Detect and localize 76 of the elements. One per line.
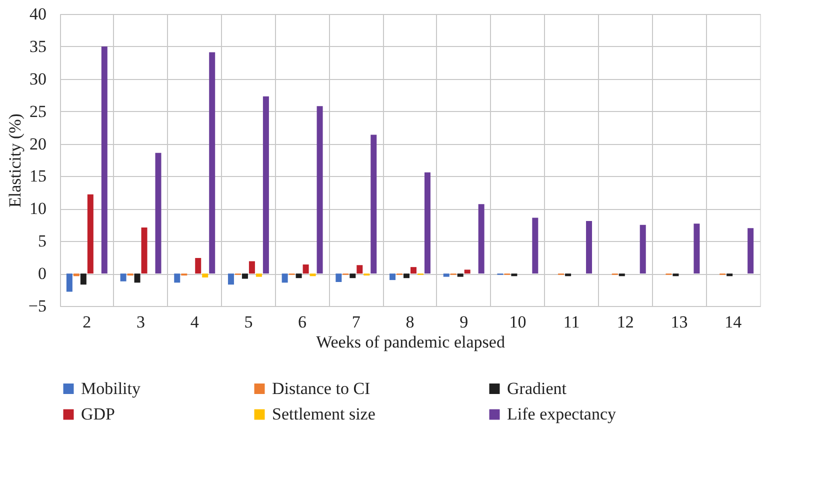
legend-label: Settlement size xyxy=(272,404,376,424)
legend-label: Mobility xyxy=(81,378,142,398)
y-tick-label: 30 xyxy=(30,69,46,88)
x-tick-label: 2 xyxy=(82,312,92,332)
bar xyxy=(532,218,538,274)
bar xyxy=(565,274,572,276)
bar xyxy=(282,274,288,283)
x-tick-label: 3 xyxy=(136,312,146,332)
bar xyxy=(155,152,162,274)
bar xyxy=(316,106,323,274)
bar xyxy=(726,274,733,276)
x-tick-label: 11 xyxy=(563,312,580,332)
bar xyxy=(618,274,625,276)
bar xyxy=(694,224,700,274)
legend-label: Distance to CI xyxy=(272,378,371,398)
y-tick-label: 5 xyxy=(38,232,46,251)
bar xyxy=(457,274,464,277)
x-tick-label: 7 xyxy=(352,312,361,332)
bar xyxy=(202,274,208,278)
x-tick-label: 12 xyxy=(616,312,634,332)
y-tick-label: 40 xyxy=(30,4,46,24)
y-tick-label: 25 xyxy=(30,102,46,121)
x-tick-label: 8 xyxy=(406,312,414,332)
bar xyxy=(302,264,309,274)
bar xyxy=(370,134,377,274)
bar xyxy=(256,274,262,277)
x-axis-title: Weeks of pandemic elapsed xyxy=(316,332,506,352)
bar xyxy=(478,204,484,274)
x-tick-label: 9 xyxy=(460,312,468,332)
bar xyxy=(511,274,518,276)
bar xyxy=(404,274,410,278)
bar xyxy=(296,274,302,278)
y-tick-label: 20 xyxy=(30,134,46,154)
bar xyxy=(242,274,248,279)
bar xyxy=(120,274,126,282)
y-tick-label: −5 xyxy=(28,296,46,316)
bar xyxy=(748,228,754,274)
x-tick-label: 10 xyxy=(509,312,526,332)
bar xyxy=(87,194,94,274)
bar xyxy=(443,274,450,277)
bar xyxy=(73,274,80,276)
bar xyxy=(209,52,216,274)
bar xyxy=(248,261,255,274)
bar xyxy=(464,270,470,274)
bar xyxy=(672,274,679,276)
y-tick-label: 15 xyxy=(30,166,46,186)
legend-label: Life expectancy xyxy=(507,404,617,424)
bar xyxy=(640,224,646,274)
bar xyxy=(350,274,356,278)
bar xyxy=(310,274,316,276)
bar xyxy=(141,227,148,274)
bar xyxy=(174,274,180,283)
bar xyxy=(101,46,108,274)
bar xyxy=(586,220,592,274)
y-axis-title: Elasticity (%) xyxy=(5,114,24,208)
x-tick-label: 5 xyxy=(244,312,253,332)
x-tick-label: 13 xyxy=(670,312,688,332)
y-tick-label: 0 xyxy=(38,264,46,284)
bar xyxy=(134,274,140,283)
bar xyxy=(195,258,202,274)
legend-label: GDP xyxy=(81,404,116,424)
bar xyxy=(262,96,269,274)
x-tick-label: 6 xyxy=(298,312,307,332)
bar xyxy=(80,274,86,285)
bar xyxy=(390,274,396,280)
bar xyxy=(356,265,363,274)
bar xyxy=(424,172,430,274)
bar xyxy=(66,274,72,292)
bar xyxy=(336,274,342,282)
legend-label: Gradient xyxy=(507,378,567,398)
y-tick-label: 35 xyxy=(30,36,46,56)
bar xyxy=(228,274,234,285)
x-tick-label: 14 xyxy=(724,312,742,332)
bar xyxy=(410,267,416,274)
x-tick-label: 4 xyxy=(190,312,200,332)
y-tick-label: 10 xyxy=(30,199,46,218)
